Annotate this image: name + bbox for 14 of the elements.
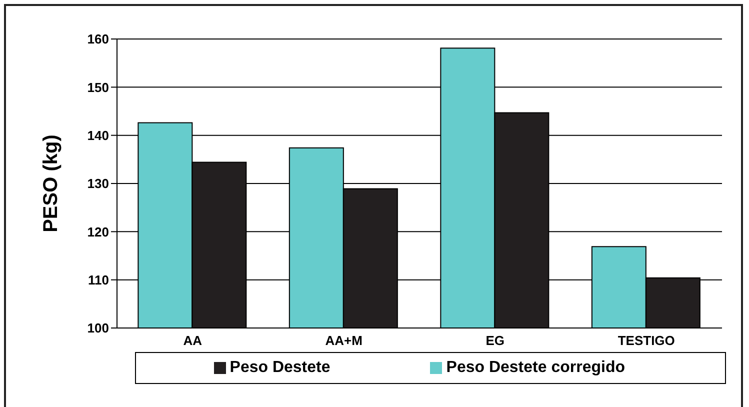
y-tick-label: 140 (87, 128, 109, 143)
y-tick-label: 110 (88, 272, 109, 288)
x-tick-label: AA+M (325, 333, 362, 348)
legend-label: Peso Destete corregido (446, 359, 625, 376)
y-tick-label: 120 (87, 224, 109, 240)
y-tick-label: 100 (87, 320, 109, 336)
legend-label: Peso Destete (230, 359, 330, 376)
y-tick-label: 130 (87, 176, 109, 192)
y-tick-label: 150 (87, 80, 109, 95)
x-tick-label: TESTIGO (618, 333, 675, 348)
x-tick-label: AA (183, 333, 203, 348)
x-tick-label: EG (486, 333, 505, 348)
y-tick-label: 160 (87, 32, 109, 47)
y-axis-title: PESO (kg) (40, 134, 62, 232)
